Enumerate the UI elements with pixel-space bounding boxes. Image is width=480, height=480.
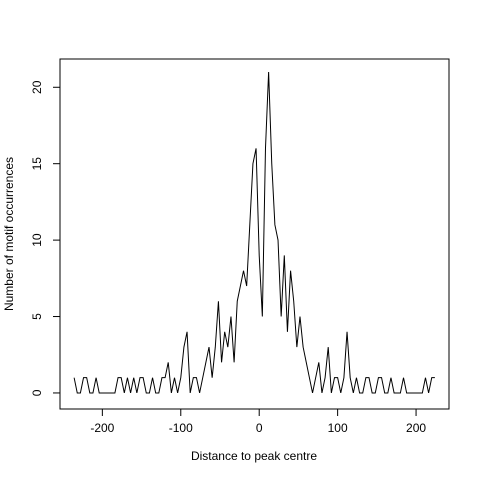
plot-frame — [59, 58, 450, 410]
y-tick-label: 15 — [30, 157, 44, 171]
y-tick-label: 5 — [30, 313, 44, 320]
y-tick-label: 20 — [30, 80, 44, 94]
x-tick-label: 0 — [256, 421, 263, 435]
y-axis-label: Number of motif occurrences — [2, 157, 16, 311]
x-tick-label: -200 — [90, 421, 114, 435]
y-tick-label: 10 — [30, 233, 44, 247]
x-tick-label: 200 — [406, 421, 426, 435]
x-tick-label: -100 — [169, 421, 193, 435]
x-axis-label: Distance to peak centre — [191, 449, 317, 463]
data-line — [73, 71, 435, 394]
y-tick-label: 0 — [30, 389, 44, 396]
x-tick-label: 100 — [328, 421, 348, 435]
